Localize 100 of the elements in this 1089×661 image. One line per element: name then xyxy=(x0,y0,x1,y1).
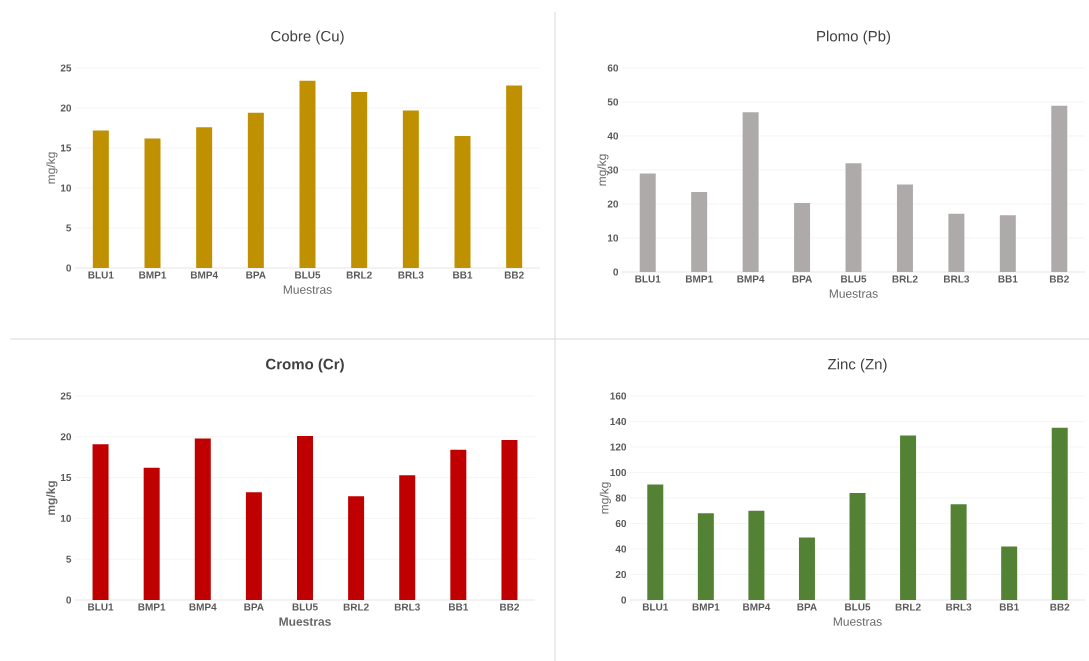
bar xyxy=(348,496,365,600)
chart-title: Cobre (Cu) xyxy=(271,30,344,45)
bar xyxy=(450,449,467,600)
x-tick-label: BRL2 xyxy=(892,275,918,283)
bar xyxy=(794,202,811,272)
y-tick-label: 40 xyxy=(615,545,627,553)
y-tick-label: 160 xyxy=(610,392,627,400)
bar xyxy=(948,213,965,272)
chart-title: Plomo (Pb) xyxy=(817,30,891,45)
y-tick-label: 0 xyxy=(613,268,619,276)
y-tick-label: 5 xyxy=(66,224,72,232)
y-axis-title: mg/kg xyxy=(46,481,58,515)
bar xyxy=(194,438,211,600)
x-tick-label: BRL3 xyxy=(394,603,420,611)
x-tick-label: BLU1 xyxy=(88,603,114,611)
bar xyxy=(647,484,664,600)
x-tick-label: BMP4 xyxy=(737,275,765,283)
x-tick-label: BB2 xyxy=(504,271,524,279)
bar xyxy=(297,435,313,600)
bar xyxy=(144,138,161,268)
x-tick-label: BPA xyxy=(246,271,266,279)
y-tick-label: 10 xyxy=(607,234,619,242)
bar xyxy=(1051,105,1068,272)
y-tick-label: 15 xyxy=(60,144,72,152)
y-tick-label: 60 xyxy=(615,519,627,528)
x-tick-label: BMP4 xyxy=(190,271,218,279)
x-tick-label: BRL3 xyxy=(944,275,970,283)
x-tick-label: BMP1 xyxy=(692,603,720,611)
bar xyxy=(742,112,759,272)
x-tick-label: BPA xyxy=(797,603,817,611)
bar xyxy=(849,492,866,600)
x-tick-label: BB1 xyxy=(453,271,473,279)
bar xyxy=(1001,546,1018,600)
x-tick-label: BLU1 xyxy=(635,275,661,283)
x-tick-label: BRL2 xyxy=(343,603,369,611)
bar xyxy=(399,475,416,600)
y-tick-label: 0 xyxy=(621,596,627,604)
bar xyxy=(691,192,708,272)
x-tick-label: BRL2 xyxy=(895,603,921,611)
y-tick-label: 60 xyxy=(607,64,619,72)
bar xyxy=(299,80,316,268)
x-axis-title: Muestras xyxy=(829,289,878,298)
bar xyxy=(999,215,1016,272)
bar xyxy=(748,510,765,600)
x-tick-label: BB1 xyxy=(998,275,1018,283)
x-tick-label: BLU1 xyxy=(88,271,114,279)
x-tick-label: BPA xyxy=(792,275,812,283)
x-axis-title: Muestras xyxy=(283,285,332,294)
y-tick-label: 10 xyxy=(60,514,72,522)
bar xyxy=(501,440,518,600)
x-tick-label: BLU5 xyxy=(292,603,318,611)
y-tick-label: 100 xyxy=(610,468,627,477)
x-tick-label: BLU1 xyxy=(642,603,669,611)
x-tick-label: BRL3 xyxy=(398,271,424,279)
bar xyxy=(196,127,213,268)
y-tick-label: 15 xyxy=(60,474,72,482)
bar xyxy=(247,112,264,268)
x-tick-label: BRL2 xyxy=(346,271,372,279)
x-tick-label: BPA xyxy=(244,603,264,611)
bar xyxy=(351,92,368,268)
bar xyxy=(798,537,815,600)
y-axis-title: mg/kg xyxy=(599,482,611,514)
y-tick-label: 20 xyxy=(60,104,72,112)
x-tick-label: BLU5 xyxy=(841,275,867,283)
x-tick-label: BB2 xyxy=(1050,603,1070,611)
y-tick-label: 40 xyxy=(607,132,619,140)
chart-title: Zinc (Zn) xyxy=(827,358,887,373)
chart-title: Cromo (Cr) xyxy=(266,358,344,373)
y-tick-label: 80 xyxy=(615,494,627,502)
bar xyxy=(92,444,109,600)
bar xyxy=(1051,427,1068,600)
y-tick-label: 20 xyxy=(607,200,619,208)
bar xyxy=(92,130,109,268)
bar xyxy=(245,492,262,600)
y-tick-label: 10 xyxy=(60,184,72,192)
bar xyxy=(639,173,656,272)
bar xyxy=(896,184,913,272)
bar xyxy=(950,504,967,600)
x-tick-label: BB2 xyxy=(1049,275,1069,283)
x-axis-title: Muestras xyxy=(833,617,882,626)
x-tick-label: BB1 xyxy=(999,603,1019,611)
x-axis-title: Muestras xyxy=(279,617,331,626)
x-tick-label: BMP1 xyxy=(685,275,713,283)
bar xyxy=(506,85,523,268)
y-tick-label: 140 xyxy=(610,417,627,426)
x-tick-label: BB1 xyxy=(449,603,469,611)
y-tick-label: 20 xyxy=(60,433,72,441)
y-tick-label: 50 xyxy=(607,98,619,106)
x-tick-label: BLU5 xyxy=(295,271,321,279)
y-tick-label: 0 xyxy=(66,596,72,604)
x-tick-label: BMP1 xyxy=(139,271,167,279)
bar xyxy=(900,435,917,600)
bar xyxy=(402,110,419,268)
x-tick-label: BMP4 xyxy=(743,603,771,611)
y-tick-label: 0 xyxy=(66,264,72,272)
y-tick-label: 120 xyxy=(610,443,627,451)
x-tick-label: BMP1 xyxy=(138,603,166,611)
y-tick-label: 25 xyxy=(60,64,72,72)
y-axis-title: mg/kg xyxy=(46,152,58,184)
y-tick-label: 20 xyxy=(615,570,627,579)
